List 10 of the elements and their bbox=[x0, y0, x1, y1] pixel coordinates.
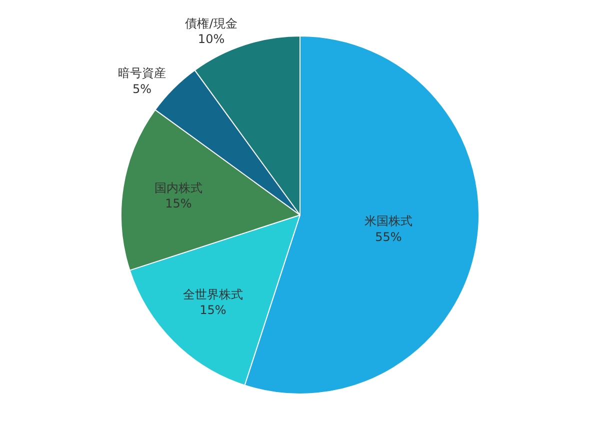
data-label: 5% bbox=[132, 82, 152, 96]
slice-label: 暗号資産 bbox=[118, 66, 166, 80]
slice-label: 全世界株式 bbox=[182, 287, 243, 302]
data-label: 55% bbox=[375, 230, 402, 244]
slice-label: 国内株式 bbox=[154, 180, 202, 195]
slice-label: 米国株式 bbox=[364, 214, 412, 228]
data-label: 10% bbox=[198, 32, 225, 46]
data-label: 15% bbox=[200, 302, 226, 317]
data-label: 15% bbox=[165, 196, 192, 211]
slice-label: 債権/現金 bbox=[185, 16, 238, 31]
